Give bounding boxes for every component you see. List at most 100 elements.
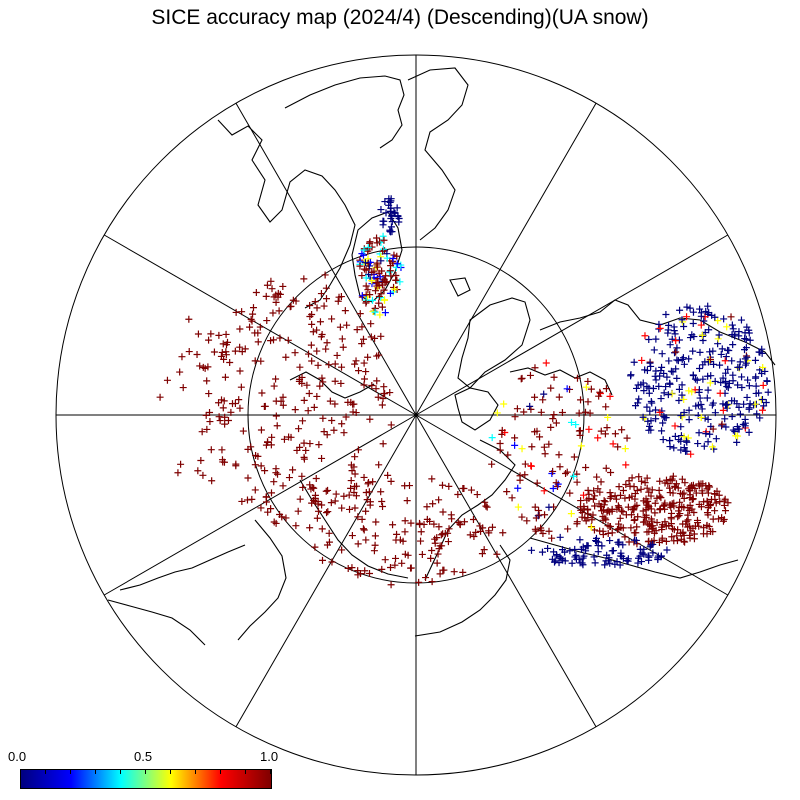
marker	[369, 478, 377, 486]
marker	[284, 336, 292, 344]
marker	[377, 290, 385, 298]
marker	[711, 507, 719, 515]
marker	[688, 331, 696, 339]
marker	[643, 484, 651, 492]
marker	[407, 519, 415, 527]
marker	[504, 451, 512, 459]
marker	[322, 345, 330, 353]
marker	[671, 349, 679, 357]
marker	[205, 390, 213, 398]
marker	[311, 298, 319, 306]
marker	[759, 406, 767, 414]
marker	[508, 494, 516, 502]
marker	[417, 537, 425, 545]
marker	[679, 528, 687, 536]
marker	[689, 347, 697, 355]
marker	[269, 309, 277, 317]
colorbar-tick	[95, 769, 96, 774]
marker	[716, 361, 724, 369]
marker	[375, 269, 383, 277]
marker	[637, 477, 645, 485]
marker	[716, 389, 724, 397]
marker	[254, 329, 262, 337]
marker	[391, 285, 399, 293]
marker	[483, 503, 491, 511]
marker	[715, 515, 723, 523]
marker	[262, 292, 270, 300]
marker	[719, 406, 727, 414]
marker	[345, 491, 353, 499]
marker	[718, 345, 726, 353]
marker	[226, 359, 234, 367]
marker	[735, 403, 743, 411]
marker	[358, 340, 366, 348]
marker	[374, 393, 382, 401]
marker	[663, 546, 671, 554]
marker	[642, 506, 650, 514]
marker	[596, 488, 604, 496]
marker	[738, 383, 746, 391]
marker	[439, 508, 447, 516]
marker	[622, 461, 630, 469]
marker	[711, 377, 719, 385]
marker	[688, 388, 696, 396]
marker	[289, 296, 297, 304]
marker	[247, 315, 255, 323]
marker	[658, 427, 666, 435]
marker	[536, 433, 544, 441]
marker	[274, 470, 282, 478]
marker	[316, 318, 324, 326]
marker	[705, 326, 713, 334]
marker	[636, 545, 644, 553]
marker	[601, 498, 609, 506]
marker	[593, 473, 601, 481]
marker	[563, 385, 571, 393]
marker	[347, 484, 355, 492]
marker	[444, 538, 452, 546]
meridian-line	[235, 414, 417, 728]
marker	[693, 516, 701, 524]
marker	[573, 478, 581, 486]
marker	[678, 391, 686, 399]
marker	[741, 335, 749, 343]
marker	[383, 278, 391, 286]
marker	[219, 340, 227, 348]
marker	[557, 555, 565, 563]
marker	[354, 513, 362, 521]
marker	[338, 335, 346, 343]
marker	[651, 509, 659, 517]
marker	[479, 524, 487, 532]
marker	[716, 498, 724, 506]
marker	[430, 520, 438, 528]
marker	[678, 316, 686, 324]
marker	[587, 523, 595, 531]
marker	[387, 272, 395, 280]
marker	[309, 328, 317, 336]
marker	[704, 372, 712, 380]
marker	[634, 399, 642, 407]
marker	[313, 514, 321, 522]
marker	[349, 408, 357, 416]
marker	[740, 400, 748, 408]
marker	[563, 468, 571, 476]
marker	[680, 444, 688, 452]
marker	[267, 489, 275, 497]
marker	[633, 523, 641, 531]
marker	[450, 568, 458, 576]
marker	[670, 537, 678, 545]
marker	[673, 532, 681, 540]
marker	[426, 517, 434, 525]
marker	[351, 504, 359, 512]
marker	[551, 557, 559, 565]
marker	[631, 516, 639, 524]
marker	[709, 528, 717, 536]
marker	[364, 286, 372, 294]
marker	[668, 533, 676, 541]
marker	[665, 357, 673, 365]
colorbar-tick	[170, 769, 171, 774]
marker	[647, 515, 655, 523]
marker	[435, 523, 443, 531]
marker	[714, 335, 722, 343]
marker	[435, 496, 443, 504]
marker	[392, 554, 400, 562]
